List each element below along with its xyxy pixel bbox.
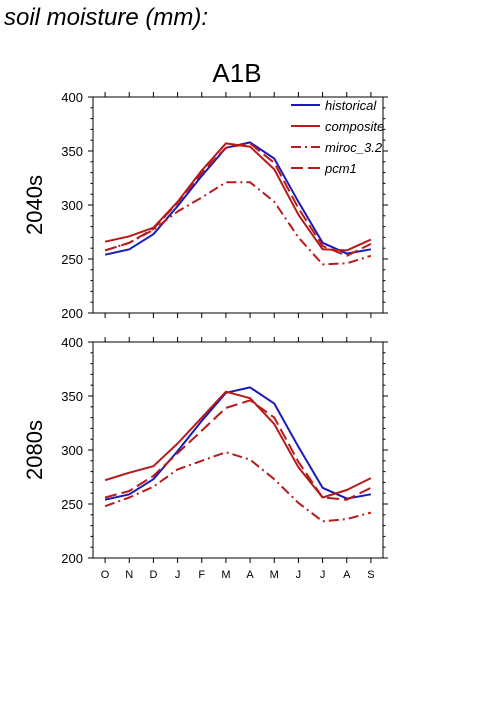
x-tick-label: F [198, 569, 205, 581]
y-tick-label: 200 [61, 551, 83, 566]
x-tick-label: O [101, 569, 110, 581]
legend-label: historical [325, 98, 377, 113]
series-line-historical [104, 141, 372, 256]
series-line-historical [104, 386, 372, 501]
series-line-composite [104, 390, 372, 499]
panel-2040s: 200 250 300 350 400 2040s historical composite m… [22, 90, 388, 321]
y-axis-label: 2080s [22, 420, 47, 480]
legend-label: pcm1 [324, 161, 357, 176]
y-tick-label: 200 [61, 306, 83, 321]
legend-label: composite [325, 119, 384, 134]
x-tick-label: M [270, 569, 279, 581]
page-title: soil moisture (mm): [4, 4, 209, 31]
x-tick-label: J [175, 569, 181, 581]
y-tick-label: 250 [61, 497, 83, 512]
x-tick-label: J [320, 569, 326, 581]
scenario-title: A1B [212, 58, 261, 88]
x-tick-label: S [367, 569, 374, 581]
x-tick-label: M [221, 569, 230, 581]
x-tick-label: J [296, 569, 302, 581]
series-line-pcm1 [104, 142, 372, 257]
y-tick-label: 400 [61, 335, 83, 350]
y-tick-label: 350 [61, 144, 83, 159]
y-axis-label: 2040s [22, 175, 47, 235]
y-tick-label: 300 [61, 198, 83, 213]
y-tick-label: 250 [61, 252, 83, 267]
y-tick-label: 300 [61, 443, 83, 458]
x-tick-label: A [246, 569, 254, 581]
y-tick-label: 350 [61, 389, 83, 404]
series-line-miroc-3-2 [104, 181, 372, 266]
x-tick-label: A [343, 569, 351, 581]
y-tick-label: 400 [61, 90, 83, 105]
series-line-miroc-3-2 [104, 451, 372, 523]
plot-frame [92, 341, 384, 559]
panel-2080s: 200 250 300 350 400 O N D J F M A M J J A S 2080s [22, 335, 388, 581]
legend-label: miroc_3.2 [325, 140, 383, 155]
x-tick-label: N [125, 569, 133, 581]
x-tick-label: D [149, 569, 157, 581]
